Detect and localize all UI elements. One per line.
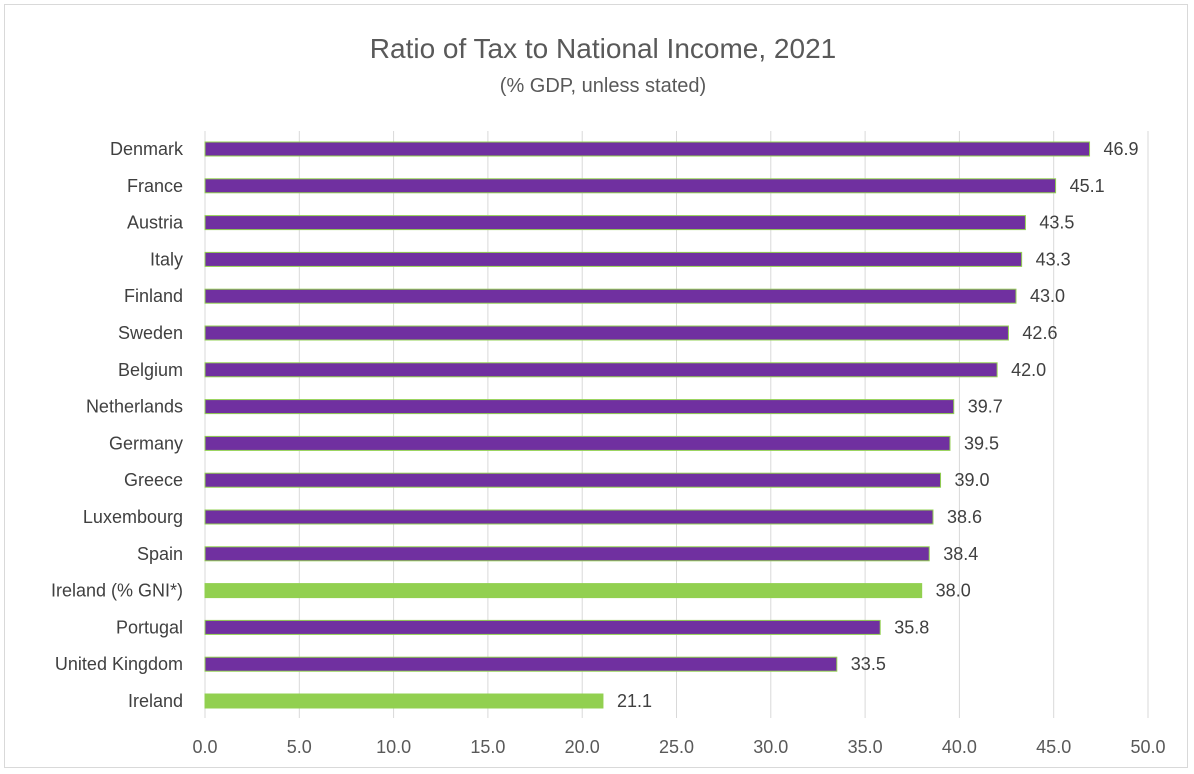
bar	[204, 399, 955, 415]
bar	[204, 546, 930, 562]
bar	[204, 215, 1026, 231]
value-label: 42.0	[1011, 360, 1046, 380]
category-label: Sweden	[118, 323, 183, 343]
value-label: 21.1	[617, 691, 652, 711]
chart-subtitle: (% GDP, unless stated)	[500, 75, 706, 97]
x-tick-label: 5.0	[287, 737, 312, 757]
bar	[204, 472, 942, 488]
category-label: Ireland	[128, 691, 183, 711]
value-label: 39.7	[968, 397, 1003, 417]
value-label: 46.9	[1104, 139, 1139, 159]
value-label: 35.8	[894, 617, 929, 637]
value-label: 43.5	[1039, 213, 1074, 233]
value-label: 43.0	[1030, 286, 1065, 306]
category-label: Italy	[150, 249, 183, 269]
bar	[204, 435, 951, 451]
category-label: Finland	[124, 286, 183, 306]
bar	[204, 693, 604, 709]
category-label: Greece	[124, 470, 183, 490]
value-label: 39.5	[964, 433, 999, 453]
bar-chart: Ratio of Tax to National Income, 2021 (%…	[51, 33, 1166, 757]
value-labels: 46.9 45.1 43.5 43.3 43.0 42.6 42.0 39.7 39.5 39.0…	[617, 139, 1139, 711]
bar	[204, 325, 1009, 341]
x-tick-label: 30.0	[753, 737, 788, 757]
category-labels: Denmark France Austria Italy Finland Sweden Be…	[51, 139, 184, 711]
x-tick-label: 35.0	[848, 737, 883, 757]
value-label: 45.1	[1070, 176, 1105, 196]
value-label: 39.0	[955, 470, 990, 490]
bar	[204, 178, 1057, 194]
x-tick-label: 50.0	[1130, 737, 1165, 757]
category-label: United Kingdom	[55, 654, 183, 674]
value-label: 38.4	[943, 544, 978, 564]
bar	[204, 583, 923, 599]
category-label: Portugal	[116, 617, 183, 637]
x-axis-ticks: 0.0 5.0 10.0 15.0 20.0 25.0 30.0 35.0 40.0 45.0 50…	[192, 737, 1165, 757]
value-label: 33.5	[851, 654, 886, 674]
value-label: 42.6	[1022, 323, 1057, 343]
value-label: 38.6	[947, 507, 982, 527]
category-label: Austria	[127, 213, 184, 233]
bar	[204, 509, 934, 525]
category-label: Luxembourg	[83, 507, 183, 527]
category-label: Netherlands	[86, 397, 183, 417]
bar	[204, 619, 881, 635]
bar	[204, 251, 1023, 267]
x-tick-label: 10.0	[376, 737, 411, 757]
bar	[204, 288, 1017, 304]
category-label: Denmark	[110, 139, 184, 159]
category-label: Ireland (% GNI*)	[51, 581, 183, 601]
x-tick-label: 25.0	[659, 737, 694, 757]
bar	[204, 141, 1091, 157]
chart-title: Ratio of Tax to National Income, 2021	[370, 33, 836, 64]
value-label: 43.3	[1036, 249, 1071, 269]
bars	[204, 141, 1091, 709]
x-tick-label: 20.0	[565, 737, 600, 757]
x-tick-label: 45.0	[1036, 737, 1071, 757]
category-label: Germany	[109, 433, 183, 453]
chart-frame: Ratio of Tax to National Income, 2021 (%…	[4, 4, 1188, 768]
x-tick-label: 40.0	[942, 737, 977, 757]
value-label: 38.0	[936, 581, 971, 601]
category-label: France	[127, 176, 183, 196]
bar	[204, 362, 998, 378]
category-label: Spain	[137, 544, 183, 564]
x-tick-label: 15.0	[470, 737, 505, 757]
bar	[204, 656, 838, 672]
category-label: Belgium	[118, 360, 183, 380]
x-tick-label: 0.0	[192, 737, 217, 757]
